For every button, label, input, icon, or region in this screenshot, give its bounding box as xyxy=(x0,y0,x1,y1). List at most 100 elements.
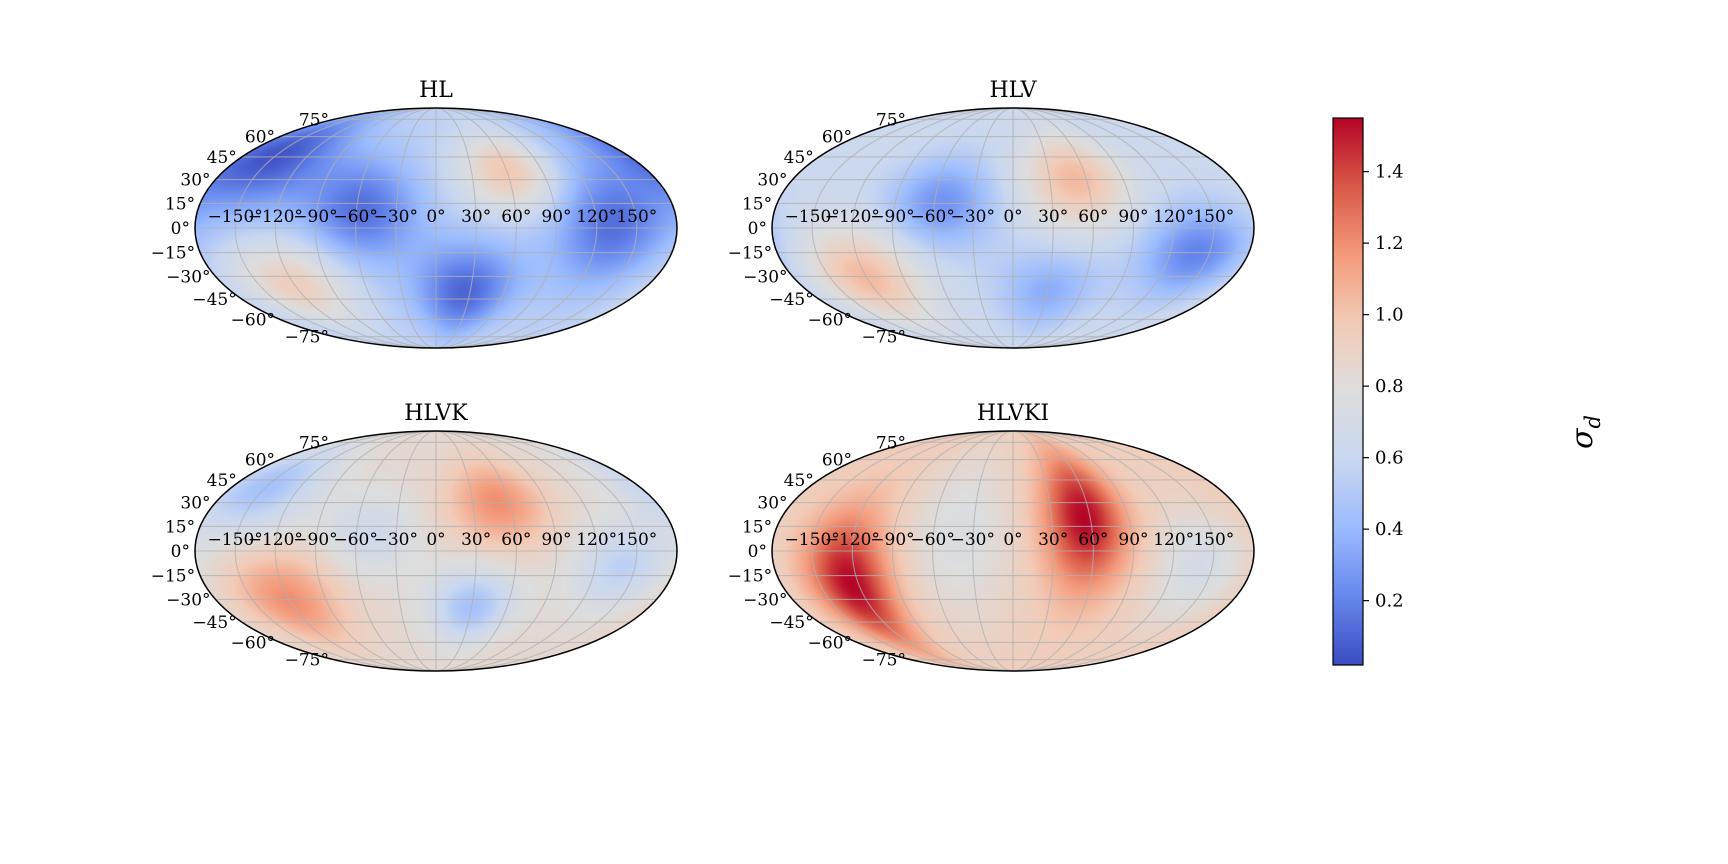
graticule xyxy=(195,431,677,671)
lat-tick-label: 0° xyxy=(171,219,190,239)
lat-tick-label: 15° xyxy=(165,517,195,537)
lat-tick-label: 45° xyxy=(207,148,237,168)
lat-tick-label: 60° xyxy=(822,451,852,471)
lat-tick-label: −75° xyxy=(285,651,329,671)
lon-tick-label: −90° xyxy=(293,530,337,550)
lon-tick-label: 60° xyxy=(1078,207,1108,227)
colorbar-tick-label: 1.4 xyxy=(1375,162,1404,183)
lon-tick-label: 30° xyxy=(461,530,491,550)
lon-tick-label: 90° xyxy=(541,207,571,227)
graticule xyxy=(772,431,1254,671)
lon-tick-label: 120° xyxy=(1153,530,1194,550)
colorbar-gradient xyxy=(1332,117,1364,666)
map-outline xyxy=(194,107,678,349)
lat-tick-label: 60° xyxy=(245,451,275,471)
lon-tick-label: −150° xyxy=(208,207,263,227)
lat-tick-label: 75° xyxy=(299,110,329,130)
lat-tick-label: 75° xyxy=(876,110,906,130)
lon-tick-label: 120° xyxy=(576,530,617,550)
lat-tick-label: −60° xyxy=(808,633,852,653)
map-outline xyxy=(771,107,1255,349)
lon-tick-label: 150° xyxy=(616,207,657,227)
lat-tick-label: −45° xyxy=(192,290,236,310)
lon-tick-label: 30° xyxy=(1038,530,1068,550)
lat-tick-label: 75° xyxy=(876,433,906,453)
lon-tick-label: 90° xyxy=(541,530,571,550)
lat-tick-label: −30° xyxy=(743,267,787,287)
lat-tick-label: −45° xyxy=(769,290,813,310)
lon-tick-label: −90° xyxy=(293,207,337,227)
lat-tick-label: 75° xyxy=(299,433,329,453)
map-panel-hlvk: HLVK−150°−120°−90°−60°−30° 0° 30° 60° 90° 120… xyxy=(151,401,678,672)
graticule xyxy=(195,108,677,348)
lat-tick-label: −60° xyxy=(231,633,275,653)
lat-tick-label: 45° xyxy=(784,148,814,168)
lat-tick-label: 30° xyxy=(180,494,210,514)
colorbar-tick-label: 0.4 xyxy=(1375,519,1404,540)
lon-tick-label: 90° xyxy=(1118,207,1148,227)
colorbar-tick-label: 1.0 xyxy=(1375,305,1404,326)
lon-tick-label: −60° xyxy=(333,530,377,550)
lat-tick-label: 15° xyxy=(165,194,195,214)
lon-tick-label: −60° xyxy=(333,207,377,227)
lon-tick-label: 0° xyxy=(426,207,445,227)
colorbar: 0.2 0.4 0.6 0.8 1.0 1.2 1.4 σd xyxy=(1332,117,1605,666)
lon-tick-label: −60° xyxy=(910,207,954,227)
lat-tick-label: 45° xyxy=(784,471,814,491)
map-panels: HL−150°−120°−90°−60°−30° 0° 30° 60° 90° 120° 1… xyxy=(151,78,1255,672)
colorbar-ticks: 0.2 0.4 0.6 0.8 1.0 1.2 1.4 xyxy=(1363,162,1404,612)
lon-tick-label: −90° xyxy=(870,207,914,227)
lat-tick-label: 15° xyxy=(742,517,772,537)
panel-title: HLVKI xyxy=(977,401,1049,426)
lon-tick-label: −30° xyxy=(374,207,418,227)
lat-tick-label: −15° xyxy=(151,244,195,264)
lon-tick-label: 60° xyxy=(1078,530,1108,550)
lon-tick-label: −150° xyxy=(208,530,263,550)
lat-tick-label: 30° xyxy=(757,494,787,514)
lon-tick-label: 0° xyxy=(426,530,445,550)
lon-tick-label: 90° xyxy=(1118,530,1148,550)
lat-tick-label: −15° xyxy=(728,244,772,264)
lon-tick-label: −90° xyxy=(870,530,914,550)
lat-tick-label: 15° xyxy=(742,194,772,214)
lon-tick-label: 120° xyxy=(1153,207,1194,227)
lon-tick-label: −60° xyxy=(910,530,954,550)
lon-tick-label: 30° xyxy=(1038,207,1068,227)
lon-tick-label: −120° xyxy=(248,207,303,227)
lat-tick-label: 0° xyxy=(171,542,190,562)
lat-tick-label: −30° xyxy=(743,590,787,610)
lon-tick-label: −30° xyxy=(951,530,995,550)
panel-title: HL xyxy=(419,78,453,103)
lon-tick-label: 0° xyxy=(1003,530,1022,550)
lat-tick-label: −75° xyxy=(285,328,329,348)
lon-tick-label: 30° xyxy=(461,207,491,227)
lat-tick-label: −30° xyxy=(166,267,210,287)
lon-tick-label: −30° xyxy=(951,207,995,227)
lat-tick-label: −75° xyxy=(862,651,906,671)
colorbar-tick-label: 0.6 xyxy=(1375,448,1404,469)
lon-tick-label: −120° xyxy=(825,207,880,227)
map-panel-hl: HL−150°−120°−90°−60°−30° 0° 30° 60° 90° 120° 1… xyxy=(151,78,678,349)
lon-tick-label: 150° xyxy=(1193,530,1234,550)
lon-tick-label: −30° xyxy=(374,530,418,550)
lat-tick-label: 30° xyxy=(757,171,787,191)
lon-tick-label: 150° xyxy=(1193,207,1234,227)
lat-tick-label: 0° xyxy=(748,542,767,562)
panel-title: HLV xyxy=(989,78,1037,103)
lat-tick-label: −15° xyxy=(151,567,195,587)
map-panel-hlvki: HLVKI−150°−120°−90°−60°−30° 0° 30° 60° 90° 12… xyxy=(728,401,1255,672)
lat-tick-label: −30° xyxy=(166,590,210,610)
lon-tick-label: −150° xyxy=(785,207,840,227)
map-outline xyxy=(771,430,1255,672)
colorbar-tick-label: 1.2 xyxy=(1375,233,1404,254)
lon-tick-label: 60° xyxy=(501,530,531,550)
lon-tick-label: 60° xyxy=(501,207,531,227)
lon-tick-label: −120° xyxy=(248,530,303,550)
graticule xyxy=(772,108,1254,348)
lat-tick-label: −15° xyxy=(728,567,772,587)
lon-tick-label: 120° xyxy=(576,207,617,227)
colorbar-label-main: σ xyxy=(1565,427,1600,449)
lat-tick-label: −45° xyxy=(769,613,813,633)
lat-tick-label: 60° xyxy=(245,128,275,148)
